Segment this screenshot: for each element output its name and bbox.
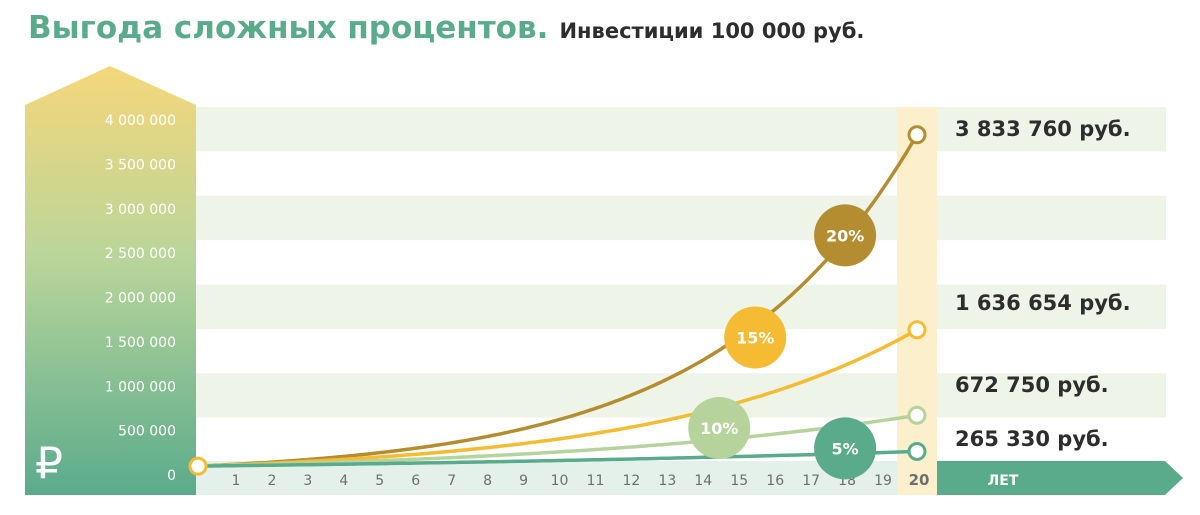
series-start-marker	[188, 456, 208, 476]
x-tick-label: 1	[231, 473, 240, 489]
x-axis-arrow	[937, 461, 1183, 495]
series-lines	[197, 133, 919, 468]
grid-band	[196, 284, 1166, 329]
y-axis-arrow	[25, 66, 196, 495]
rate-badge-label: 5%	[832, 439, 859, 458]
series-line	[197, 133, 919, 468]
y-tick-label: 1 000 000	[105, 379, 176, 395]
x-tick-label: 20	[909, 471, 930, 489]
grid-band	[196, 373, 1166, 418]
x-tick-label: 9	[519, 473, 528, 489]
y-tick-label: 3 500 000	[105, 157, 176, 173]
grid-bands	[196, 107, 1166, 418]
y-tick-label: 3 000 000	[105, 202, 176, 218]
rate-badge	[688, 396, 751, 459]
series-line	[198, 449, 918, 468]
series-end-marker	[907, 125, 927, 145]
chart-title-row: Выгода сложных процентов. Инвестиции 100…	[28, 10, 864, 60]
y-tick-label: 4 000 000	[105, 113, 176, 129]
grid-band	[196, 107, 1166, 152]
y-tick-label: 2 500 000	[105, 246, 176, 262]
year-20-highlight	[897, 107, 937, 495]
series-line	[197, 413, 918, 468]
y-tick-label: 500 000	[118, 424, 176, 440]
x-tick-label: 8	[483, 473, 492, 489]
x-tick-label: 15	[730, 473, 748, 489]
x-tick-label: 10	[551, 473, 569, 489]
x-tick-label: 16	[766, 473, 784, 489]
y-axis-label: ₽	[35, 438, 63, 489]
x-axis-label: ЛЕТ	[988, 473, 1019, 489]
rate-badge-label: 10%	[700, 419, 738, 438]
x-tick-label: 3	[303, 473, 312, 489]
x-axis-strip	[196, 461, 936, 495]
series-end-marker	[907, 405, 927, 425]
x-tick-label: 6	[411, 473, 420, 489]
series-end-marker	[907, 441, 927, 461]
x-tick-label: 5	[375, 473, 384, 489]
y-tick-label: 0	[167, 468, 176, 484]
rate-badge-label: 15%	[736, 328, 774, 347]
end-value-labels: 3 833 760 руб. 1 636 654 руб. 672 750 руб.…	[955, 117, 1131, 451]
x-tick-label: 7	[447, 473, 456, 489]
x-tick-label: 11	[587, 473, 605, 489]
grid-band	[196, 195, 1166, 241]
x-tick-label: 2	[267, 473, 276, 489]
x-tick-label: 19	[874, 473, 892, 489]
chart-subtitle: Инвестиции 100 000 руб.	[559, 19, 865, 43]
end-value-label: 3 833 760 руб.	[955, 117, 1131, 141]
rate-badge	[724, 306, 787, 369]
y-tick-label: 2 000 000	[105, 291, 176, 307]
x-tick-label: 14	[694, 473, 712, 489]
x-tick-label: 4	[339, 473, 348, 489]
rate-badges: 20% 15% 10% 5%	[688, 204, 877, 480]
rate-badge	[814, 417, 877, 480]
end-value-label: 672 750 руб.	[955, 373, 1109, 397]
y-axis-ticks: 0 500 000 1 000 000 1 500 000 2 000 000 2 500…	[105, 113, 176, 484]
x-tick-label: 13	[658, 473, 676, 489]
x-axis-ticks: 1 2 3 4 5 6 7 8 9 10 11 12 13 14 15 16 17 18 19 20	[231, 471, 929, 489]
series-endpoints	[188, 125, 927, 476]
x-tick-label: 12	[622, 473, 640, 489]
series-end-marker	[907, 320, 927, 340]
chart-title: Выгода сложных процентов.	[28, 10, 549, 46]
end-value-label: 265 330 руб.	[955, 427, 1109, 451]
rate-badge-label: 20%	[826, 226, 864, 245]
x-tick-label: 17	[802, 473, 820, 489]
series-line	[197, 328, 918, 468]
y-tick-label: 1 500 000	[105, 335, 176, 351]
rate-badge	[814, 204, 877, 267]
end-value-label: 1 636 654 руб.	[955, 291, 1131, 315]
